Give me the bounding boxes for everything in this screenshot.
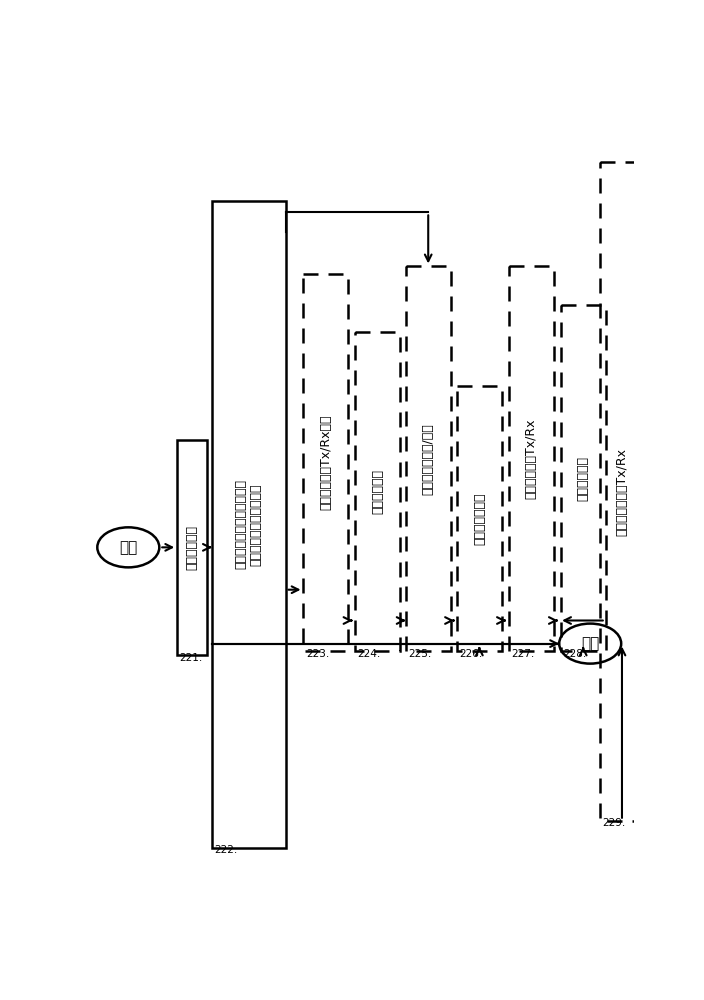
Text: 229.: 229. xyxy=(602,818,625,828)
Bar xyxy=(212,201,286,848)
Text: 确定使用第二Tx/Rx: 确定使用第二Tx/Rx xyxy=(524,419,538,499)
Bar xyxy=(457,386,502,651)
Text: 221.: 221. xyxy=(180,653,203,663)
Text: 226.: 226. xyxy=(459,649,482,659)
Bar xyxy=(356,332,401,651)
Text: 接收更新监视集: 接收更新监视集 xyxy=(473,492,486,545)
Bar xyxy=(509,266,554,651)
Text: 发送第一指令: 发送第一指令 xyxy=(371,469,384,514)
Text: 使用活动集接收/发送: 使用活动集接收/发送 xyxy=(422,423,435,495)
Text: 224.: 224. xyxy=(358,649,381,659)
Text: 接收表明活动集的第一指示
和表明监视集的第二指示: 接收表明活动集的第一指示 和表明监视集的第二指示 xyxy=(235,479,263,569)
Text: 确定使用第一Tx/Rx波束: 确定使用第一Tx/Rx波束 xyxy=(320,415,332,510)
Text: 切换到使用第二Tx/Rx: 切换到使用第二Tx/Rx xyxy=(615,448,629,536)
Text: 228.: 228. xyxy=(563,649,586,659)
Bar xyxy=(561,305,605,651)
Text: 227.: 227. xyxy=(511,649,534,659)
Text: 发送参考信号: 发送参考信号 xyxy=(185,525,199,570)
Text: 222.: 222. xyxy=(214,845,237,855)
Text: 223.: 223. xyxy=(306,649,329,659)
Bar xyxy=(303,274,348,651)
Bar xyxy=(177,440,206,655)
Text: 225.: 225. xyxy=(408,649,432,659)
Text: 结束: 结束 xyxy=(581,636,599,651)
Bar xyxy=(406,266,451,651)
Bar xyxy=(600,162,644,821)
Text: 开始: 开始 xyxy=(119,540,137,555)
Text: 发送第二指令: 发送第二指令 xyxy=(577,456,590,501)
